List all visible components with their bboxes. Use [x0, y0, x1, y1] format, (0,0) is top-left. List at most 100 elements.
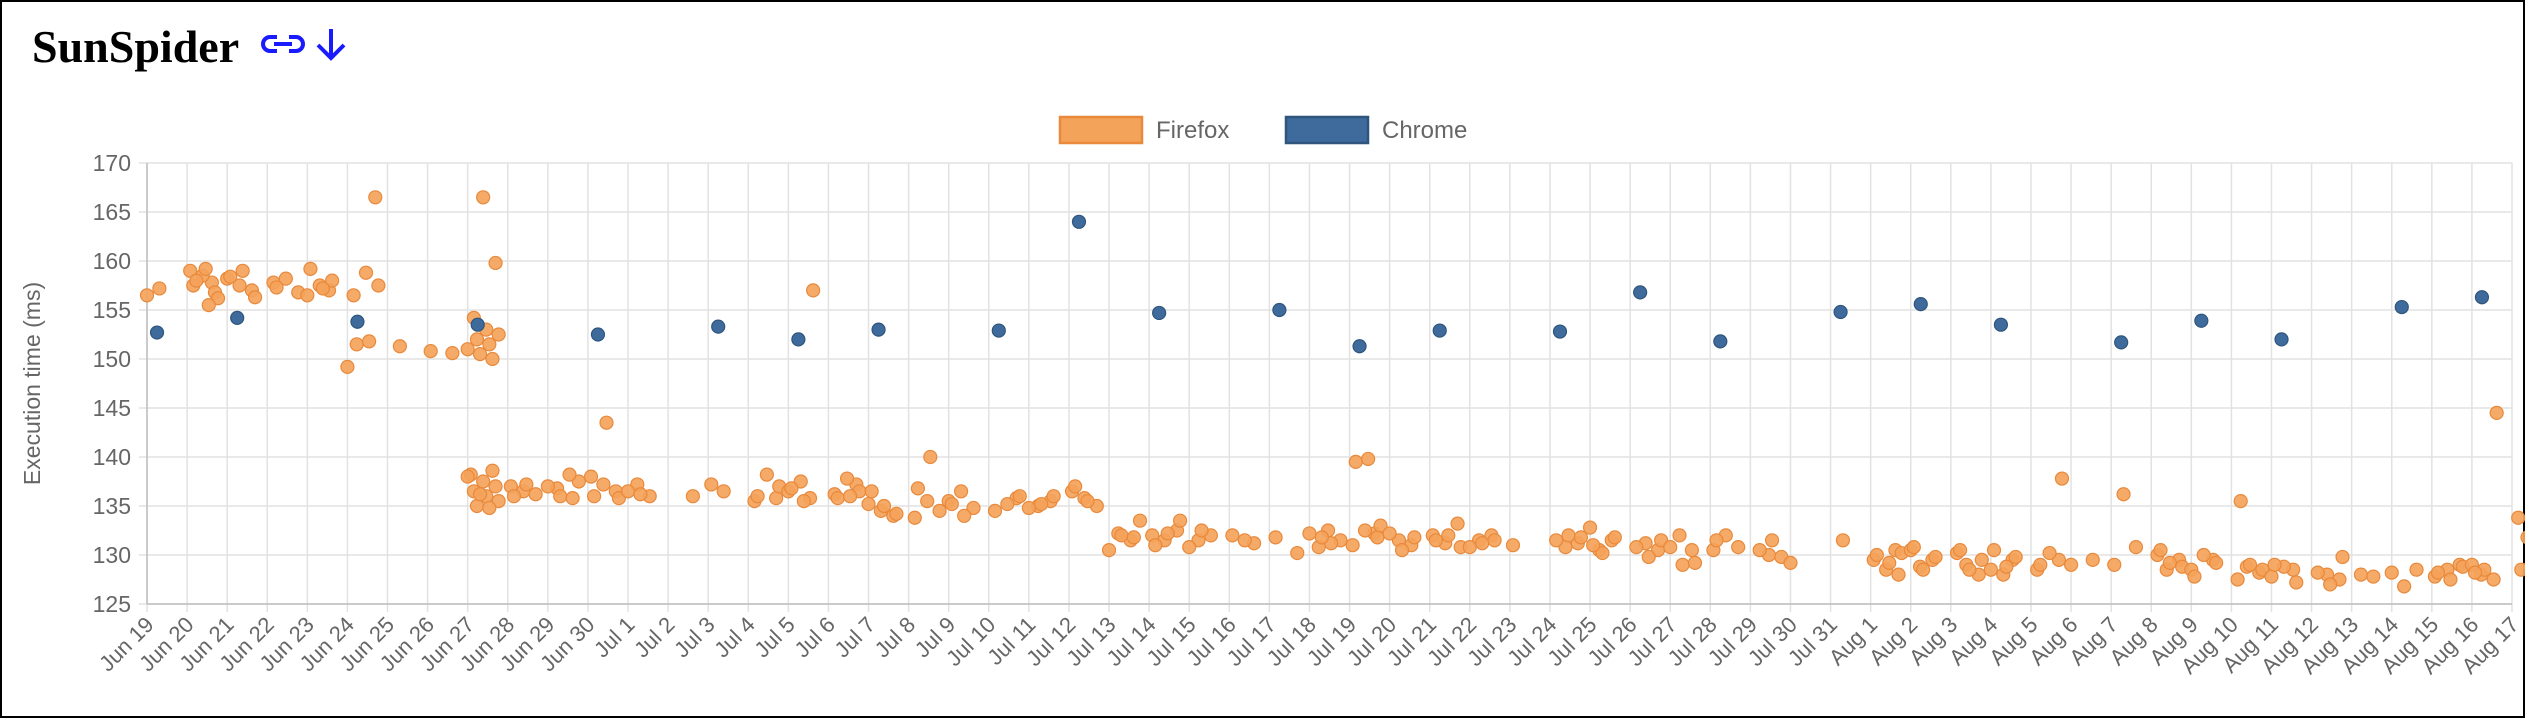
data-point-firefox[interactable]: [1302, 526, 1317, 541]
data-point-firefox[interactable]: [2042, 545, 2057, 561]
data-point-firefox[interactable]: [2267, 557, 2282, 572]
data-point-firefox[interactable]: [1974, 552, 1989, 568]
data-point-chrome[interactable]: [1552, 324, 1568, 339]
data-point-firefox[interactable]: [1126, 530, 1141, 545]
data-point-firefox[interactable]: [953, 484, 969, 499]
legend-label-firefox[interactable]: Firefox: [1156, 117, 1229, 144]
data-point-firefox[interactable]: [1882, 555, 1897, 570]
data-point-firefox[interactable]: [1182, 540, 1197, 555]
data-point-firefox[interactable]: [460, 469, 475, 484]
data-point-firefox[interactable]: [750, 489, 765, 504]
data-point-firefox[interactable]: [1268, 530, 1283, 545]
data-point-firefox[interactable]: [1428, 533, 1444, 548]
data-point-firefox[interactable]: [1928, 549, 1943, 565]
data-point-firefox[interactable]: [907, 510, 922, 525]
data-point-firefox[interactable]: [1641, 549, 1656, 565]
link-icon[interactable]: [261, 28, 306, 65]
data-point-firefox[interactable]: [1160, 526, 1175, 541]
data-point-firefox[interactable]: [2054, 471, 2070, 486]
data-point-firefox[interactable]: [1983, 562, 1998, 577]
data-point-firefox[interactable]: [2187, 569, 2202, 584]
data-point-firefox[interactable]: [392, 339, 407, 354]
data-point-chrome[interactable]: [991, 323, 1006, 338]
data-point-firefox[interactable]: [358, 265, 374, 280]
data-point-firefox[interactable]: [1953, 542, 1968, 558]
data-point-firefox[interactable]: [1034, 496, 1049, 512]
data-point-firefox[interactable]: [506, 489, 522, 504]
data-point-firefox[interactable]: [2409, 562, 2424, 577]
data-point-firefox[interactable]: [830, 491, 845, 506]
data-point-firefox[interactable]: [1549, 533, 1564, 548]
data-point-firefox[interactable]: [1684, 542, 1700, 558]
data-point-firefox[interactable]: [445, 346, 460, 361]
data-point-firefox[interactable]: [2514, 562, 2525, 577]
data-point-firefox[interactable]: [152, 281, 167, 296]
data-point-firefox[interactable]: [346, 288, 361, 303]
data-point-firefox[interactable]: [469, 498, 485, 514]
data-point-firefox[interactable]: [596, 477, 611, 492]
data-point-firefox[interactable]: [2153, 542, 2168, 558]
data-point-firefox[interactable]: [1021, 500, 1036, 516]
data-point-firefox[interactable]: [2289, 575, 2304, 590]
data-point-firefox[interactable]: [1361, 451, 1376, 467]
data-point-firefox[interactable]: [1370, 530, 1385, 545]
data-point-firefox[interactable]: [1709, 533, 1724, 548]
data-point-firefox[interactable]: [2520, 530, 2525, 545]
data-point-firefox[interactable]: [839, 471, 855, 486]
data-point-chrome[interactable]: [230, 310, 245, 325]
data-point-firefox[interactable]: [966, 500, 981, 516]
data-point-firefox[interactable]: [565, 491, 580, 506]
data-point-firefox[interactable]: [987, 503, 1003, 518]
data-point-firefox[interactable]: [1687, 555, 1703, 570]
data-point-firefox[interactable]: [1345, 538, 1360, 553]
data-point-firefox[interactable]: [362, 334, 377, 349]
data-point-chrome[interactable]: [711, 319, 726, 334]
data-point-firefox[interactable]: [235, 263, 250, 278]
data-point-firefox[interactable]: [1114, 528, 1129, 543]
data-point-firefox[interactable]: [1373, 518, 1388, 533]
data-point-firefox[interactable]: [1290, 545, 1305, 561]
data-point-firefox[interactable]: [232, 278, 247, 293]
data-point-firefox[interactable]: [303, 261, 318, 276]
data-point-firefox[interactable]: [1962, 562, 1977, 577]
data-point-firefox[interactable]: [2366, 569, 2381, 584]
data-point-firefox[interactable]: [1675, 557, 1690, 572]
data-point-firefox[interactable]: [2443, 572, 2458, 587]
data-point-firefox[interactable]: [932, 503, 947, 518]
data-point-firefox[interactable]: [201, 298, 216, 313]
data-point-firefox[interactable]: [633, 487, 648, 502]
data-point-chrome[interactable]: [1713, 334, 1728, 349]
data-point-firefox[interactable]: [247, 290, 263, 305]
data-point-chrome[interactable]: [1913, 297, 1928, 312]
data-point-firefox[interactable]: [519, 477, 534, 492]
data-point-firefox[interactable]: [1906, 540, 1921, 555]
data-point-firefox[interactable]: [2230, 572, 2245, 587]
data-point-firefox[interactable]: [2162, 555, 2177, 570]
data-point-firefox[interactable]: [861, 496, 876, 512]
data-point-firefox[interactable]: [1891, 567, 1906, 582]
data-point-firefox[interactable]: [278, 271, 293, 286]
data-point-firefox[interactable]: [1012, 489, 1027, 504]
data-point-chrome[interactable]: [1633, 285, 1648, 300]
data-point-firefox[interactable]: [1869, 547, 1884, 563]
data-point-firefox[interactable]: [1000, 496, 1015, 512]
data-point-firefox[interactable]: [1561, 528, 1576, 543]
data-point-firefox[interactable]: [2335, 549, 2350, 565]
data-point-firefox[interactable]: [759, 467, 774, 482]
data-point-firefox[interactable]: [704, 477, 719, 492]
data-point-firefox[interactable]: [562, 467, 577, 482]
data-point-firefox[interactable]: [1607, 530, 1622, 545]
data-point-firefox[interactable]: [1450, 516, 1465, 531]
data-point-firefox[interactable]: [485, 463, 500, 478]
data-point-firefox[interactable]: [300, 288, 315, 303]
data-point-firefox[interactable]: [488, 479, 503, 494]
data-point-firefox[interactable]: [2430, 565, 2446, 580]
data-point-firefox[interactable]: [910, 481, 926, 496]
data-point-firefox[interactable]: [583, 469, 599, 484]
data-point-firefox[interactable]: [784, 481, 799, 496]
data-point-firefox[interactable]: [1582, 520, 1598, 535]
data-point-chrome[interactable]: [1833, 304, 1848, 320]
data-point-chrome[interactable]: [590, 327, 606, 342]
data-point-firefox[interactable]: [528, 487, 543, 502]
data-point-firefox[interactable]: [488, 255, 503, 271]
